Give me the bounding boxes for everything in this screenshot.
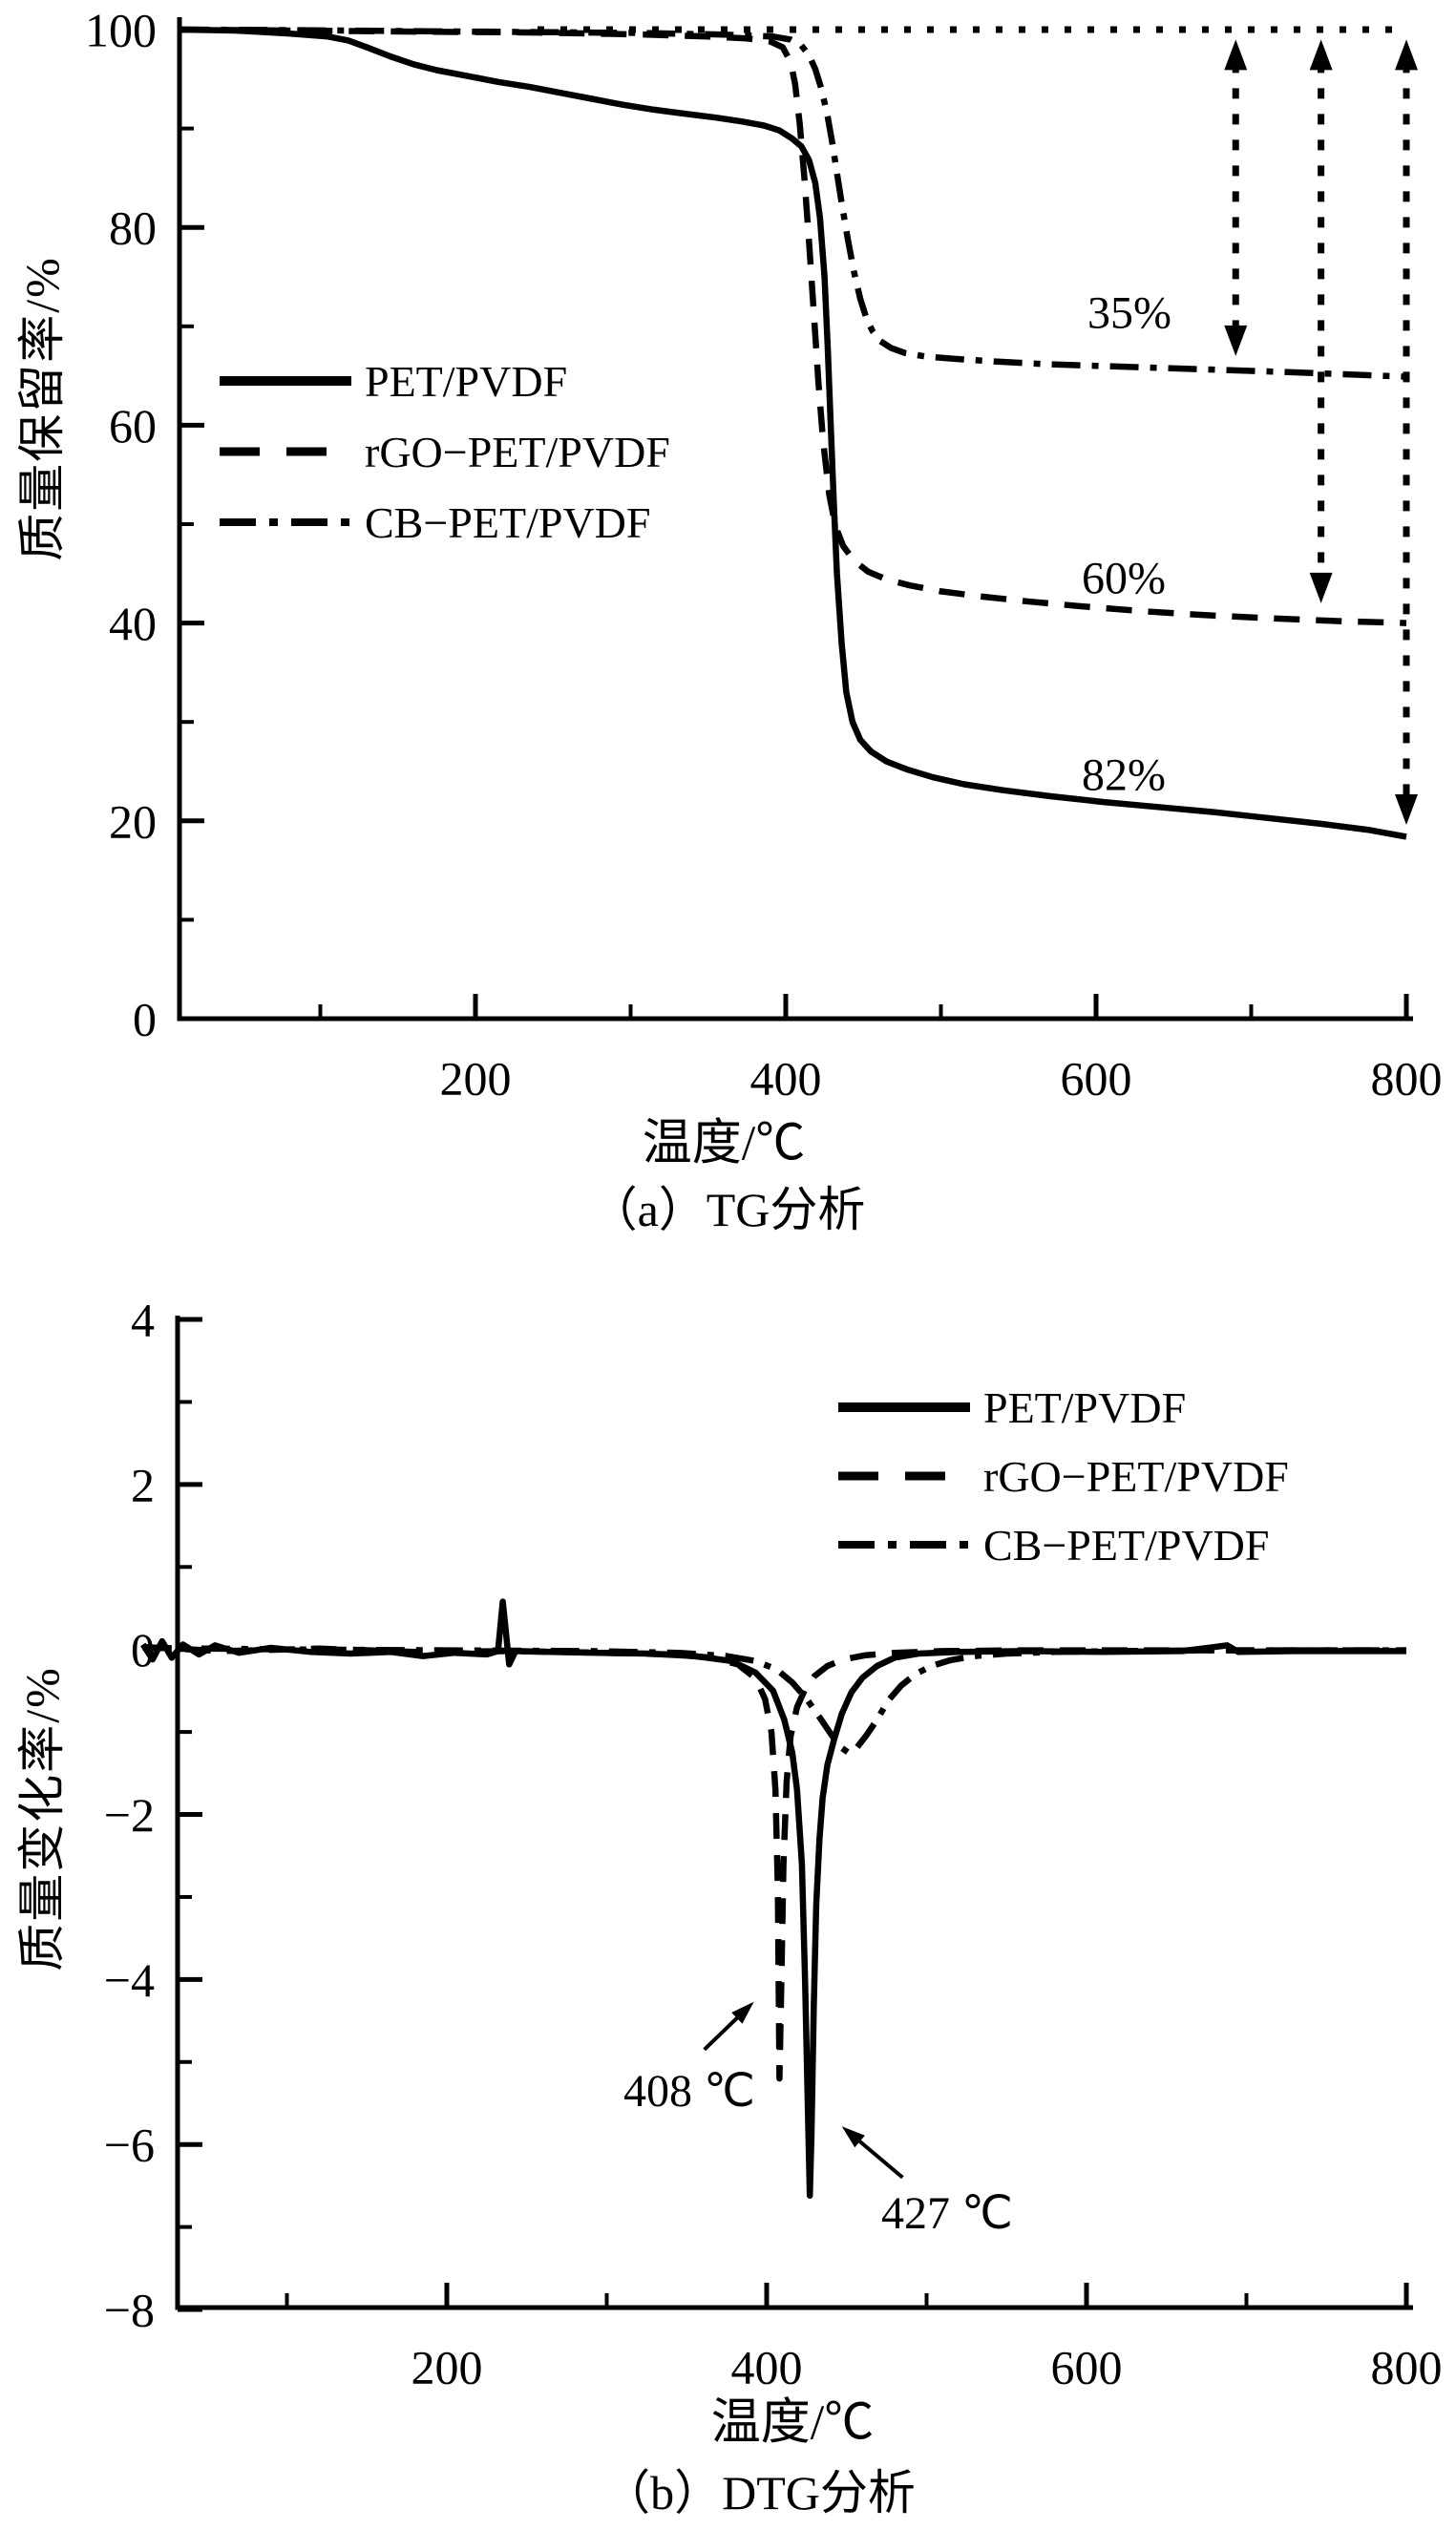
y-tick-label: 40 [109, 597, 157, 650]
curve-dashdot [180, 26, 1407, 380]
curve-solid [180, 26, 1407, 840]
arrowhead-up-icon [1224, 39, 1248, 71]
dashdot-line-swatch-icon [220, 518, 351, 526]
residual-annotation-60: 60% [1082, 553, 1166, 604]
x-tick-label: 400 [731, 2341, 803, 2394]
arrowhead-icon [841, 2126, 865, 2148]
dtg-y-axis-label: 质量变化率/% [15, 1666, 69, 1971]
x-tick-label: 600 [1051, 2341, 1123, 2394]
y-tick-label: −8 [104, 2284, 155, 2337]
tg-x-axis-label: 温度/℃ [642, 1116, 806, 1171]
arrowhead-up-icon [1309, 39, 1333, 71]
peak-pointer-arrow-line [854, 2136, 904, 2180]
legend-label: rGO−PET/PVDF [983, 1451, 1289, 1501]
legend-label: PET/PVDF [983, 1382, 1187, 1432]
curve-dashed [142, 1643, 1406, 2082]
peak-annotation-408c: 408 ℃ [623, 2066, 755, 2117]
solid-line-swatch-icon [838, 1402, 970, 1412]
tg-y-axis-label: 质量保留率/% [15, 256, 69, 561]
residual-annotation-35: 35% [1087, 287, 1171, 339]
y-tick-label: 60 [109, 399, 157, 453]
y-tick-label: 80 [109, 201, 157, 255]
arrowhead-down-icon [1395, 793, 1418, 825]
curve-solid [140, 1598, 1406, 2200]
dashed-line-swatch-icon [220, 447, 351, 456]
x-tick-label: 600 [1061, 1052, 1132, 1106]
y-tick-label: 100 [85, 4, 157, 57]
dtg-legend-item-rgo-pet-pvdf: rGO−PET/PVDF [836, 1451, 1289, 1501]
x-tick-label: 400 [750, 1052, 822, 1106]
tg-legend-item-cb-pet-pvdf: CB−PET/PVDF [218, 497, 651, 547]
dashed-line-swatch-icon [838, 1471, 970, 1481]
tg-caption: （a）TG分析 [589, 1183, 866, 1236]
dtg-caption: （b）DTG分析 [602, 2466, 916, 2519]
arrowhead-icon [731, 2001, 754, 2024]
legend-label: rGO−PET/PVDF [365, 427, 670, 476]
y-tick-label: 2 [131, 1458, 155, 1511]
dtg-legend-item-cb-pet-pvdf: CB−PET/PVDF [836, 1520, 1270, 1570]
tg-chart: 200 400 600 800 0 20 40 60 80 100 [85, 4, 1443, 1106]
legend-label: PET/PVDF [365, 356, 568, 406]
y-tick-label: −6 [104, 2119, 155, 2172]
legend-label: CB−PET/PVDF [365, 497, 651, 547]
y-tick-label: −2 [104, 1788, 155, 1842]
x-tick-label: 800 [1371, 2341, 1443, 2394]
arrowhead-down-icon [1309, 572, 1333, 603]
peak-pointer-arrow-line [703, 2012, 744, 2052]
peak-annotation-427c: 427 ℃ [881, 2188, 1013, 2239]
arrowhead-down-icon [1224, 325, 1248, 356]
y-tick-label: 0 [133, 993, 157, 1046]
legend-label: CB−PET/PVDF [983, 1520, 1270, 1570]
dashdot-line-swatch-icon [838, 1541, 970, 1549]
y-tick-label: −4 [104, 1953, 155, 2007]
y-tick-label: 20 [109, 794, 157, 848]
residual-annotation-82: 82% [1082, 749, 1166, 801]
tg-legend-item-pet-pvdf: PET/PVDF [218, 356, 568, 406]
y-tick-label: 4 [131, 1294, 155, 1347]
curve-dashdot [142, 1644, 1406, 1756]
solid-line-swatch-icon [220, 376, 351, 386]
arrowhead-up-icon [1395, 39, 1418, 71]
x-tick-label: 800 [1371, 1052, 1443, 1106]
x-tick-label: 200 [440, 1052, 512, 1106]
dtg-legend-item-pet-pvdf: PET/PVDF [836, 1382, 1187, 1432]
x-tick-label: 200 [411, 2341, 483, 2394]
tg-legend-item-rgo-pet-pvdf: rGO−PET/PVDF [218, 427, 670, 476]
dtg-x-axis-label: 温度/℃ [710, 2395, 875, 2451]
